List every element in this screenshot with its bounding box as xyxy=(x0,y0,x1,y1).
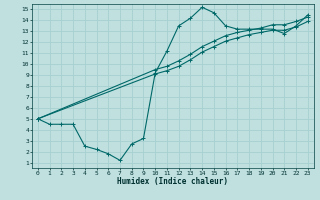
X-axis label: Humidex (Indice chaleur): Humidex (Indice chaleur) xyxy=(117,177,228,186)
